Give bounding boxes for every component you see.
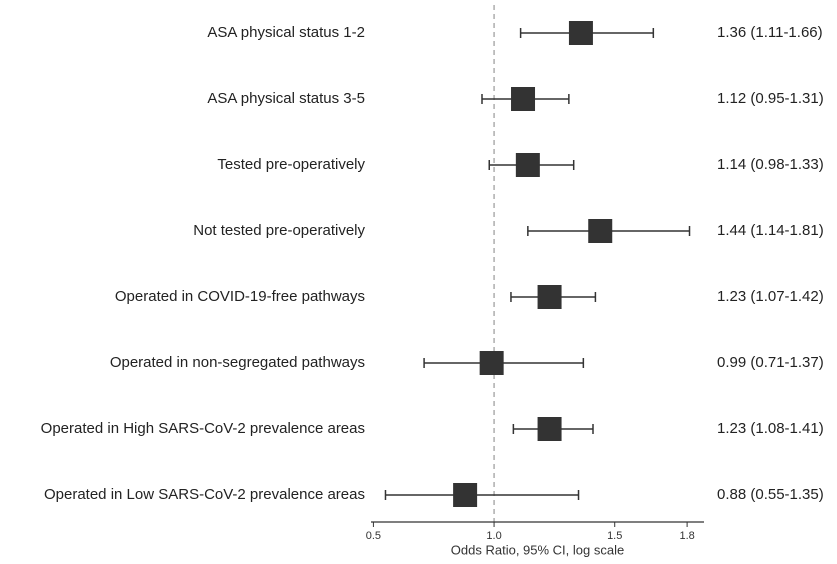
value-label: 1.23 (1.08-1.41) [717,420,824,437]
estimate-box [537,417,562,441]
value-label: 1.23 (1.07-1.42) [717,288,824,305]
value-label: 0.88 (0.55-1.35) [717,486,824,503]
x-axis-label: Odds Ratio, 95% CI, log scale [451,542,624,557]
row-label: ASA physical status 3-5 [207,90,365,107]
row-label: Operated in Low SARS-CoV-2 prevalence ar… [44,486,365,503]
x-tick-label: 1.0 [486,530,501,542]
value-label: 1.44 (1.14-1.81) [717,222,824,239]
row-label: ASA physical status 1-2 [207,24,365,41]
row-label: Operated in non-segregated pathways [110,354,365,371]
value-label: 1.36 (1.11-1.66) [717,24,823,41]
row-label: Operated in High SARS-CoV-2 prevalence a… [41,420,365,437]
x-tick-label: 1.8 [679,530,694,542]
value-label: 0.99 (0.71-1.37) [717,354,824,371]
estimate-box [511,87,536,111]
estimate-box [515,153,540,177]
row-label: Tested pre-operatively [217,156,365,173]
value-label: 1.14 (0.98-1.33) [717,156,824,173]
estimate-box [479,351,504,375]
row-label: Operated in COVID-19-free pathways [115,288,365,305]
value-label: 1.12 (0.95-1.31) [717,90,824,107]
x-tick-label: 0.5 [366,530,381,542]
x-tick-label: 1.5 [607,530,622,542]
row-label: Not tested pre-operatively [193,222,365,239]
estimate-box [588,219,613,243]
estimate-box [568,21,593,45]
estimate-box [537,285,562,309]
estimate-box [453,483,478,507]
